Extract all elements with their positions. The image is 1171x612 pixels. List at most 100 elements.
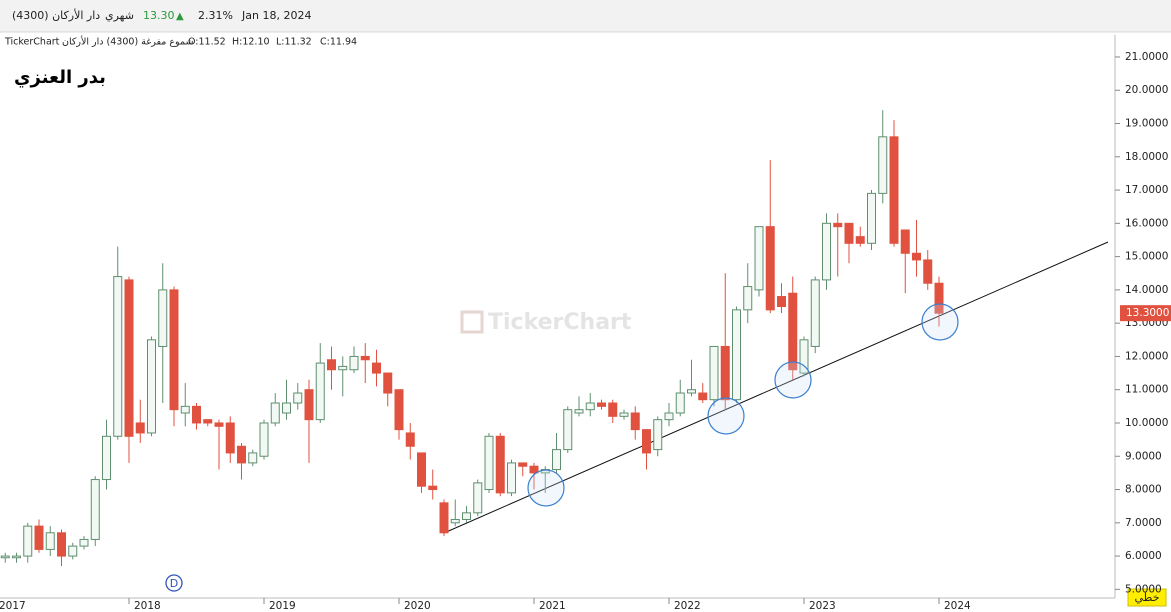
candle-body	[23, 525, 33, 557]
candle-body	[439, 502, 449, 534]
candle-body	[79, 538, 89, 547]
y-tick-label: 10.0000	[1125, 417, 1168, 429]
candle-body	[664, 412, 674, 421]
y-tick-label: 9.0000	[1125, 450, 1162, 462]
candle-body	[608, 402, 618, 417]
y-tick-label: 14.0000	[1125, 284, 1168, 296]
low-info: L:11.32	[276, 37, 312, 48]
candle-body	[810, 279, 820, 347]
candle-body	[574, 409, 584, 414]
candle-body	[518, 462, 528, 467]
candle-body	[169, 289, 179, 411]
event-marker-circle[interactable]	[165, 574, 183, 592]
x-tick-label: 2021	[539, 600, 566, 612]
y-tick-label: 12.0000	[1125, 350, 1168, 362]
candle-body	[259, 422, 269, 457]
open-info: O:11.52	[188, 37, 226, 48]
candle-body	[765, 226, 775, 311]
y-tick-label: 7.0000	[1125, 517, 1162, 529]
candle-body	[507, 462, 516, 494]
candle-body	[709, 345, 719, 401]
candle-body	[878, 136, 888, 194]
candle-body	[315, 362, 325, 421]
last-price-tag	[1120, 305, 1171, 322]
candle-body	[180, 405, 190, 414]
candle-body	[855, 236, 865, 244]
x-tick-label: 2018	[134, 600, 161, 612]
last-price-label: 13.3000	[1126, 307, 1169, 319]
candle-body	[57, 532, 66, 557]
candle-body	[777, 296, 786, 308]
period: شهري	[105, 9, 134, 22]
candle-body	[799, 339, 809, 374]
candle-body	[113, 276, 123, 437]
symbol: دار الأركان (4300)	[12, 8, 100, 22]
candle-body	[394, 389, 404, 431]
candle-body	[90, 479, 100, 540]
x-tick-label: 2024	[944, 600, 971, 612]
candle-body	[653, 419, 663, 451]
highlight-circle	[921, 303, 959, 341]
candle-body	[203, 419, 213, 424]
event-marker[interactable]: D	[170, 577, 178, 590]
candle-body	[225, 422, 235, 454]
x-tick-label: 2019	[269, 600, 296, 612]
candle-body	[619, 412, 629, 417]
y-tick-label: 20.0000	[1125, 84, 1168, 96]
candle-body	[450, 518, 460, 524]
high-info: H:12.10	[232, 37, 270, 48]
candle-body	[732, 309, 741, 401]
candle-body	[754, 226, 764, 291]
candle-body	[900, 229, 910, 254]
candle-body	[237, 445, 246, 464]
candle-body	[0, 555, 10, 559]
highlight-circle	[527, 469, 565, 507]
candle-body	[124, 279, 134, 437]
candle-body	[867, 192, 876, 244]
highlight-circle	[774, 361, 812, 399]
y-tick-label: 8.0000	[1125, 484, 1162, 496]
x-tick-label: 2023	[809, 600, 836, 612]
candle-body	[338, 365, 348, 371]
candle-body	[102, 435, 111, 481]
highlight-circles	[527, 303, 959, 507]
y-tick-label: 11.0000	[1125, 384, 1168, 396]
candle-body	[372, 362, 381, 374]
y-tick-label: 16.0000	[1125, 217, 1168, 229]
candle-body	[484, 435, 494, 491]
y-tick-label: 18.0000	[1125, 151, 1168, 163]
candle-body	[473, 482, 483, 514]
scale-button-label[interactable]: خطي	[1135, 591, 1160, 604]
candle-body	[293, 392, 303, 404]
candle-body	[192, 405, 201, 424]
candle-body	[405, 432, 415, 447]
watermark-icon	[460, 310, 484, 334]
author: بدر العنزي	[14, 67, 106, 88]
source: TickerChart	[4, 37, 60, 48]
close-info: C:11.94	[320, 37, 357, 48]
candle-body	[248, 452, 258, 464]
x-tick-label: 2017	[0, 600, 26, 612]
change-arrow: ▲	[176, 11, 184, 22]
candle-body	[428, 485, 438, 491]
candle-body	[844, 222, 854, 244]
candle-body	[45, 532, 55, 550]
y-tick-label: 17.0000	[1125, 184, 1168, 196]
y-tick-label: 21.0000	[1125, 51, 1168, 63]
y-tick-label: 5.0000	[1125, 583, 1162, 595]
candle-body	[304, 389, 314, 421]
candle-body	[698, 392, 708, 401]
candle-body	[597, 402, 606, 407]
candle-body	[147, 339, 156, 434]
price: 13.30	[143, 9, 175, 22]
candle-body	[923, 259, 933, 284]
scale-button[interactable]	[1127, 588, 1167, 607]
highlight-circle	[707, 397, 745, 435]
candle-body	[327, 359, 336, 371]
candle-body	[68, 545, 78, 557]
y-tick-label: 6.0000	[1125, 550, 1162, 562]
candle-body	[383, 372, 393, 394]
candle-body	[687, 389, 696, 394]
